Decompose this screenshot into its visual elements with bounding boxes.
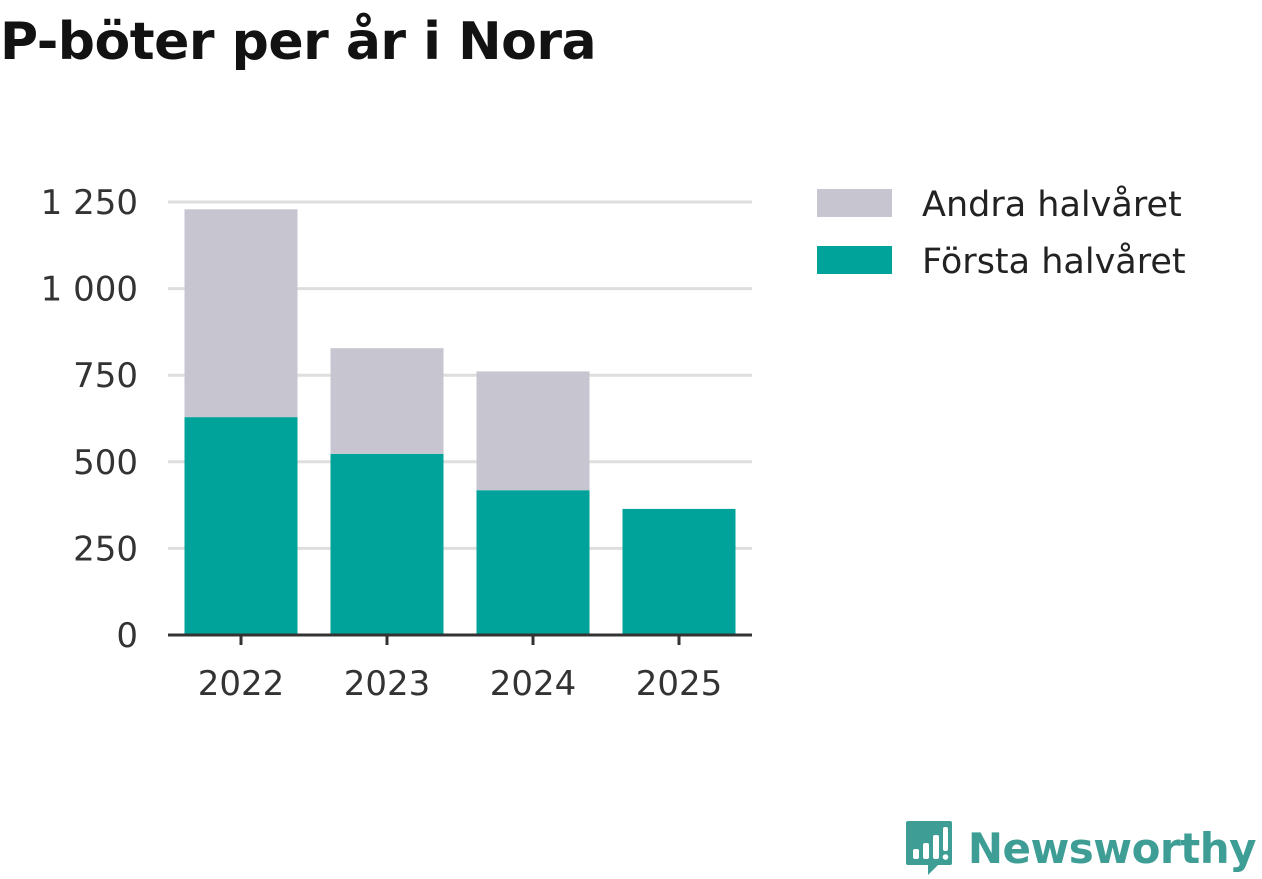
bar-segment [184, 209, 298, 418]
y-tick-label: 250 [73, 529, 138, 569]
bar-segment [622, 508, 736, 635]
legend-swatch [817, 189, 892, 217]
x-tick-label: 2023 [344, 664, 431, 704]
bar-segment [476, 371, 590, 491]
newsworthy-logo-icon [905, 821, 952, 875]
brand-name: Newsworthy [967, 823, 1257, 873]
y-tick-label: 1 000 [41, 270, 138, 310]
newsworthy-logo: Newsworthy [904, 819, 1257, 877]
legend-label: Första halvåret [922, 241, 1186, 282]
y-tick-label: 0 [116, 616, 138, 656]
axes: 0 250 500 750 1 000 1 250 2022 2023 2024 2025 [41, 183, 752, 704]
y-tick-label: 500 [73, 443, 138, 483]
bars [184, 209, 736, 635]
bar-segment [330, 348, 444, 454]
y-tick-label: 1 250 [41, 183, 138, 223]
bar-segment [476, 490, 590, 635]
chart-title: P-böter per år i Nora [0, 12, 597, 72]
legend-swatch [817, 246, 892, 274]
x-tick-label: 2025 [636, 664, 723, 704]
bar-segment [184, 417, 298, 635]
bar-segment [330, 453, 444, 635]
y-tick-label: 750 [73, 356, 138, 396]
x-tick-label: 2024 [490, 664, 577, 704]
legend: Andra halvåret Första halvåret [817, 184, 1186, 282]
legend-label: Andra halvåret [922, 184, 1182, 225]
x-tick-label: 2022 [198, 664, 285, 704]
